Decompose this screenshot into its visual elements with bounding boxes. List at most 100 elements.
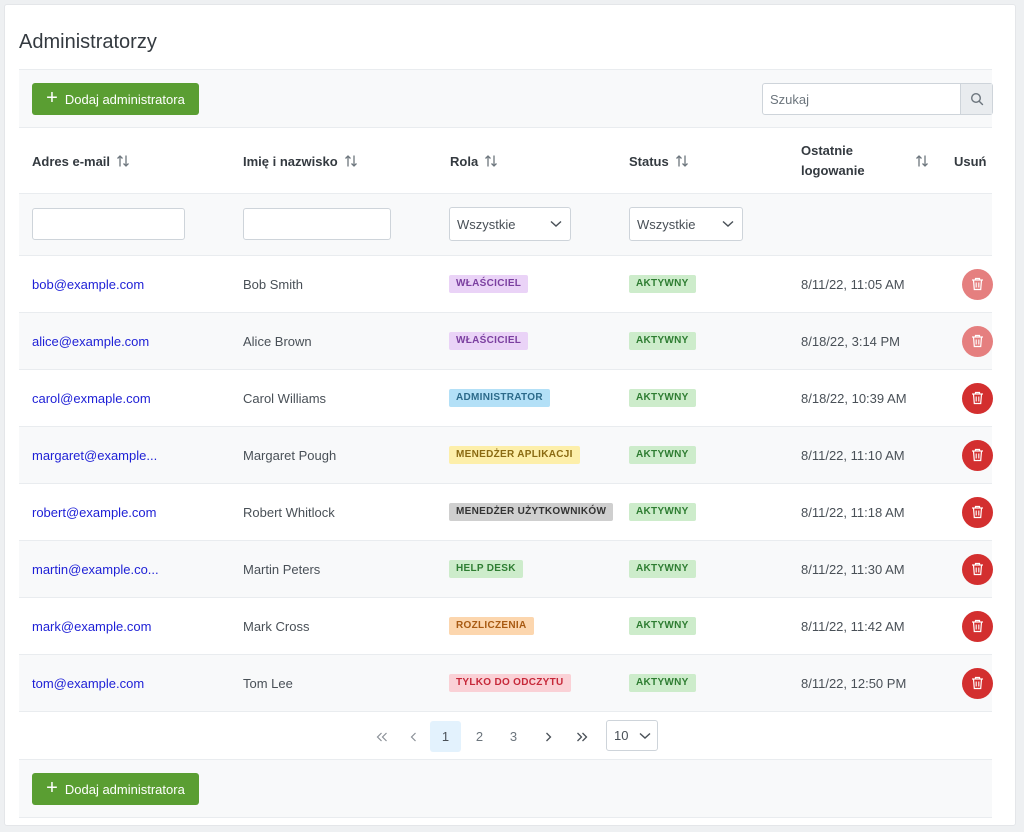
admin-name: Robert Whitlock <box>243 504 335 520</box>
email-cell: robert@example.com <box>32 484 212 540</box>
sort-icon[interactable] <box>915 154 929 168</box>
add-admin-button[interactable]: + Dodaj administratora <box>32 83 199 115</box>
next-page-button[interactable] <box>534 721 562 752</box>
delete-cell <box>962 541 993 597</box>
email-link[interactable]: mark@example.com <box>32 618 152 634</box>
email-link[interactable]: alice@example.com <box>32 333 150 349</box>
column-header-status[interactable]: Status <box>629 128 689 194</box>
name-cell: Carol Williams <box>243 370 326 426</box>
table-row: martin@example.co... Martin Peters HELP DE… <box>19 541 993 598</box>
trash-icon <box>972 505 983 519</box>
role-filter-select[interactable]: Wszystkie <box>449 207 571 241</box>
table-row: robert@example.com Robert Whitlock MENEDŻE… <box>19 484 993 541</box>
sort-icon[interactable] <box>675 154 689 168</box>
delete-button[interactable] <box>962 439 993 471</box>
status-cell: AKTYWNY <box>629 313 696 369</box>
add-admin-label: Dodaj administratora <box>64 781 185 797</box>
page-button[interactable]: 1 <box>430 721 461 752</box>
admin-name: Bob Smith <box>243 276 303 292</box>
table-row: bob@example.com Bob Smith WŁAŚCICIEL AKTYWN… <box>19 256 993 313</box>
status-cell: AKTYWNY <box>629 541 696 597</box>
delete-cell <box>962 370 993 426</box>
email-link[interactable]: margaret@example... <box>32 447 158 463</box>
admin-panel: Administratorzy + Dodaj administratora A… <box>4 4 1016 826</box>
page-button[interactable]: 2 <box>475 729 484 744</box>
trash-icon <box>972 619 983 633</box>
email-link[interactable]: martin@example.co... <box>32 561 159 577</box>
filter-row: Wszystkie Wszystkie <box>19 194 992 256</box>
name-cell: Martin Peters <box>243 541 320 597</box>
last-page-button[interactable] <box>568 721 596 752</box>
search-input[interactable] <box>763 84 960 114</box>
table-row: alice@example.com Alice Brown WŁAŚCICIEL AK… <box>19 313 993 370</box>
trash-icon <box>972 676 983 690</box>
email-link[interactable]: carol@exmaple.com <box>32 390 151 406</box>
last-login-value: 8/18/22, 10:39 AM <box>801 390 907 406</box>
role-cell: WŁAŚCICIEL <box>449 256 529 312</box>
column-header-role[interactable]: Rola <box>450 128 498 194</box>
email-link[interactable]: bob@example.com <box>32 276 145 292</box>
table-footer: + Dodaj administratora <box>19 760 992 818</box>
email-filter-input[interactable] <box>32 208 185 240</box>
sort-icon[interactable] <box>116 154 130 168</box>
role-badge: HELP DESK <box>449 560 523 578</box>
delete-button[interactable] <box>962 610 993 642</box>
chevron-down-icon <box>639 732 651 739</box>
last-login-cell: 8/11/22, 11:10 AM <box>801 427 905 483</box>
delete-button[interactable] <box>962 496 993 528</box>
page-title: Administratorzy <box>19 31 157 53</box>
column-label: Imię i nazwisko <box>243 153 338 169</box>
role-cell: HELP DESK <box>449 541 523 597</box>
role-cell: MENEDŻER UŻYTKOWNIKÓW <box>449 484 614 540</box>
name-filter-input[interactable] <box>243 208 391 240</box>
email-cell: bob@example.com <box>32 256 212 312</box>
email-link[interactable]: tom@example.com <box>32 675 145 691</box>
status-cell: AKTYWNY <box>629 655 696 711</box>
delete-cell <box>962 256 993 312</box>
column-label: Adres e-mail <box>32 153 111 169</box>
plus-icon: + <box>46 777 58 799</box>
column-header-name[interactable]: Imię i nazwisko <box>243 128 358 194</box>
chevron-down-icon <box>550 220 562 227</box>
first-page-button[interactable] <box>368 721 396 752</box>
chevron-down-icon <box>722 220 734 227</box>
status-filter-select[interactable]: Wszystkie <box>629 207 743 241</box>
table-toolbar: + Dodaj administratora <box>19 69 993 128</box>
page-button[interactable]: 3 <box>509 729 518 744</box>
sort-icon[interactable] <box>344 154 358 168</box>
trash-icon <box>972 448 983 462</box>
delete-button[interactable] <box>962 553 993 585</box>
sort-icon[interactable] <box>484 154 498 168</box>
role-badge: TYLKO DO ODCZYTU <box>449 674 571 692</box>
role-badge: ROZLICZENIA <box>449 617 534 635</box>
table-row: carol@exmaple.com Carol Williams ADMINISTR… <box>19 370 993 427</box>
last-login-cell: 8/11/22, 11:30 AM <box>801 541 905 597</box>
role-badge: MENEDŻER APLIKACJI <box>449 446 580 464</box>
name-cell: Robert Whitlock <box>243 484 335 540</box>
email-link[interactable]: robert@example.com <box>32 504 157 520</box>
last-login-value: 8/11/22, 11:18 AM <box>801 504 905 520</box>
role-filter-value: Wszystkie <box>457 216 516 232</box>
prev-page-button[interactable] <box>400 721 428 752</box>
column-header-last-login[interactable]: Ostatnie logowanie <box>801 128 865 194</box>
email-cell: tom@example.com <box>32 655 212 711</box>
status-cell: AKTYWNY <box>629 484 696 540</box>
delete-button[interactable] <box>962 268 993 300</box>
double-chevron-left-icon <box>376 732 387 741</box>
admin-table: + Dodaj administratora Adres e-mail Imi <box>19 69 993 818</box>
delete-button[interactable] <box>962 667 993 699</box>
delete-button[interactable] <box>962 382 993 414</box>
add-admin-button-footer[interactable]: + Dodaj administratora <box>32 773 199 805</box>
search-button[interactable] <box>960 84 992 114</box>
table-body: bob@example.com Bob Smith WŁAŚCICIEL AKTYWN… <box>19 256 993 712</box>
trash-icon <box>972 277 983 291</box>
search-icon <box>970 92 983 106</box>
delete-cell <box>962 313 993 369</box>
chevron-right-icon <box>546 732 552 741</box>
status-badge: AKTYWNY <box>629 617 696 635</box>
column-header-email[interactable]: Adres e-mail <box>32 128 130 194</box>
last-login-cell: 8/18/22, 3:14 PM <box>801 313 900 369</box>
per-page-select[interactable]: 10 <box>606 720 658 751</box>
delete-button[interactable] <box>962 325 993 357</box>
delete-cell <box>962 655 993 711</box>
